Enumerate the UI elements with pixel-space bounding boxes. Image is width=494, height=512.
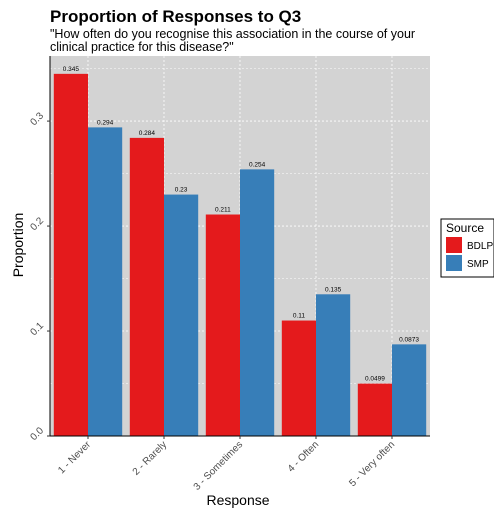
data-label-bdlp-1: 0.345 <box>63 66 80 73</box>
y-axis-title: Proportion <box>10 213 26 278</box>
chart-subtitle-line-1: "How often do you recognise this associa… <box>50 27 415 41</box>
legend-swatch-smp <box>446 255 462 271</box>
data-label-smp-2: 0.23 <box>175 187 188 194</box>
y-tick-label: 0.0 <box>28 425 46 443</box>
data-label-bdlp-2: 0.284 <box>139 130 156 137</box>
y-tick-label: 0.2 <box>28 215 46 233</box>
x-tick-label: 3 - Sometimes <box>192 439 245 492</box>
x-axis-ticks: 1 - Never 2 - Rarely 3 - Sometimes 4 - Ofte… <box>56 436 397 493</box>
data-labels: 0.345 0.284 0.211 0.11 0.0499 0.294 0.23 0.254 0… <box>63 66 420 383</box>
bars <box>53 73 427 436</box>
y-tick-label: 0.1 <box>28 320 46 338</box>
bar-smp-2 <box>164 194 199 436</box>
bar-smp-1 <box>88 127 123 436</box>
legend-label-smp: SMP <box>467 259 489 270</box>
legend-title: Source <box>446 221 484 235</box>
data-label-smp-3: 0.254 <box>249 161 266 168</box>
bar-smp-4 <box>316 294 351 436</box>
chart-title: Proportion of Responses to Q3 <box>50 7 301 26</box>
x-tick-label: 4 - Often <box>286 439 321 474</box>
x-axis-title: Response <box>206 492 269 508</box>
bar-smp-5 <box>392 344 427 436</box>
x-tick-label: 2 - Rarely <box>131 439 169 477</box>
bar-bdlp-4 <box>281 320 316 436</box>
legend-label-bdlp: BDLP <box>467 241 493 252</box>
data-label-bdlp-4: 0.11 <box>293 313 306 320</box>
bar-bdlp-5 <box>357 383 392 436</box>
legend-swatch-bdlp <box>446 237 462 253</box>
x-tick-label: 5 - Very often <box>347 439 397 489</box>
bar-bdlp-1 <box>53 73 88 436</box>
data-label-bdlp-3: 0.211 <box>215 207 231 214</box>
y-tick-label: 0.3 <box>28 110 46 128</box>
data-label-bdlp-5: 0.0499 <box>365 376 385 383</box>
y-axis-ticks: 0.0 0.1 0.2 0.3 <box>28 110 50 443</box>
data-label-smp-5: 0.0873 <box>399 336 419 343</box>
bar-smp-3 <box>240 169 275 436</box>
legend: Source BDLP SMP <box>440 218 494 278</box>
x-tick-label: 1 - Never <box>56 439 93 476</box>
bar-bdlp-2 <box>129 137 164 436</box>
chart-subtitle-line-2: clinical practice for this disease?" <box>50 40 234 54</box>
data-label-smp-1: 0.294 <box>97 119 114 126</box>
data-label-smp-4: 0.135 <box>325 286 342 293</box>
bar-bdlp-3 <box>205 214 240 436</box>
